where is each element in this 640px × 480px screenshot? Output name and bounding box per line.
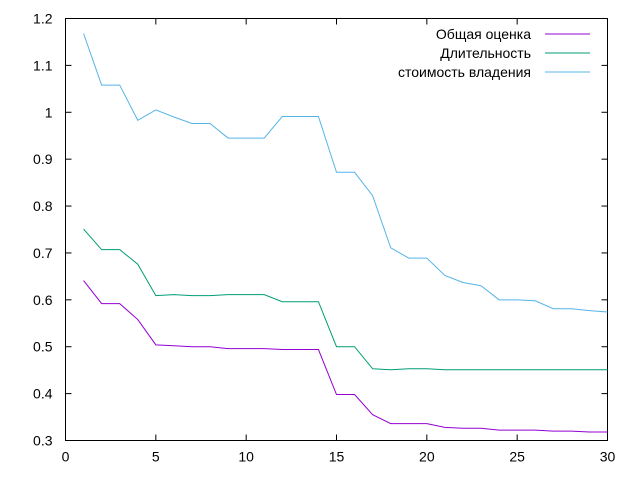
x-tick-label: 15 [329,449,345,465]
x-tick-label: 5 [152,449,160,465]
y-tick-label: 1.1 [33,57,53,73]
series-lines [83,33,608,433]
x-tick-label: 10 [238,449,254,465]
x-tick-label: 30 [600,449,616,465]
y-tick-label: 1 [45,104,53,120]
legend-label: стоимость владения [398,64,531,80]
plot-frame [65,18,608,441]
y-tick-label: 1.2 [33,11,53,27]
x-tick-label: 20 [419,449,435,465]
y-tick-label: 0.7 [33,245,53,261]
x-tick-label: 25 [509,449,525,465]
x-tick-label: 0 [62,449,70,465]
series-line-0 [83,280,608,433]
axis-tick-labels: 0 5 10 15 20 25 30 0.3 0.4 0.5 0.6 0.7 0.8 0.9 1 1.1 1.2 [33,11,615,465]
y-tick-label: 0.5 [33,339,53,355]
legend: Общая оценка Длительность стоимость владен… [398,26,590,80]
y-tick-label: 0.4 [33,386,53,402]
y-tick-label: 0.8 [33,198,53,214]
y-tick-label: 0.3 [33,433,53,449]
y-tick-label: 0.6 [33,292,53,308]
legend-label: Длительность [440,45,531,61]
legend-label: Общая оценка [436,26,531,42]
axis-ticks [65,18,608,441]
series-line-1 [83,228,608,371]
y-tick-label: 0.9 [33,151,53,167]
series-line-2 [83,33,608,313]
